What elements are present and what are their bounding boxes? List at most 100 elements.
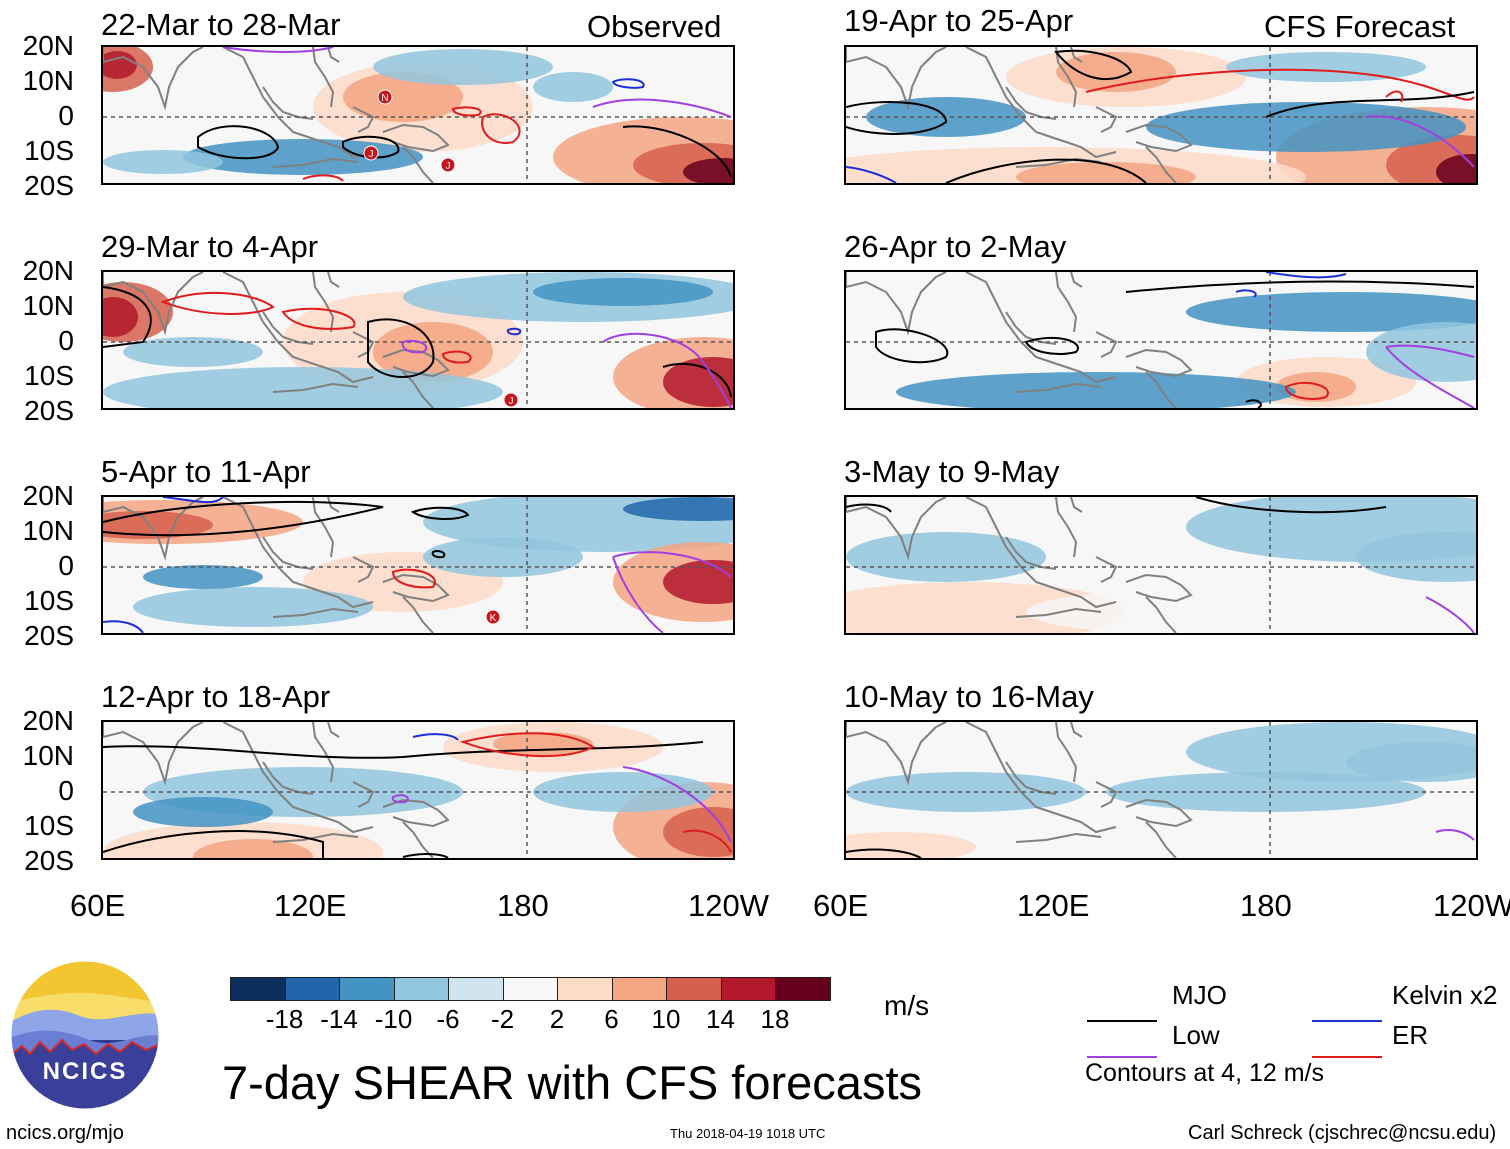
website-link[interactable]: ncics.org/mjo	[6, 1122, 124, 1144]
y-tick: 10N	[22, 515, 74, 546]
tropical-cyclone-icon: N	[377, 89, 393, 105]
colorbar-swatch	[230, 977, 286, 1001]
coastline	[327, 272, 340, 288]
shear-anomaly-region	[183, 139, 423, 175]
coastline	[965, 272, 1117, 384]
coastline	[1095, 106, 1118, 133]
cyclone-label: J	[509, 396, 514, 407]
shear-anomaly-region	[683, 158, 733, 183]
shear-anomaly-region	[663, 357, 733, 407]
x-tick: 60E	[813, 888, 869, 923]
coastline	[352, 556, 375, 583]
coastline	[1095, 781, 1118, 808]
coastline	[1125, 348, 1193, 378]
shear-anomaly-region	[133, 587, 373, 627]
coastline	[352, 781, 375, 808]
coastline	[1125, 573, 1193, 603]
coastline	[312, 722, 335, 783]
shear-anomaly-region	[343, 72, 463, 122]
coastline	[272, 607, 359, 618]
y-tick: 20N	[22, 255, 74, 286]
wave-contour	[612, 556, 664, 633]
shear-anomaly-region	[1436, 154, 1476, 183]
colorbar-units: m/s	[884, 990, 930, 1021]
map-panel	[844, 720, 1478, 860]
coastline	[846, 497, 947, 561]
x-tick: 120E	[274, 888, 347, 923]
coastline	[965, 47, 1117, 159]
wave-contour	[612, 551, 732, 578]
panel-title: 26-Apr to 2-May	[844, 229, 1067, 264]
coastline	[222, 497, 374, 609]
y-tick: 10S	[24, 585, 74, 616]
wave-contour	[1054, 49, 1133, 81]
legend-label-mjo: MJO	[1172, 980, 1227, 1010]
wave-contour	[302, 174, 344, 182]
coastline	[402, 146, 434, 183]
wave-contour	[160, 292, 275, 315]
x-tick: 120W	[1433, 888, 1510, 923]
shear-anomaly-region	[1226, 52, 1426, 82]
wave-contour	[281, 307, 356, 330]
wave-contour	[103, 501, 384, 537]
shear-anomaly-region	[133, 797, 273, 827]
colorbar-tick-label: -10	[374, 1004, 413, 1034]
coastline	[222, 47, 374, 159]
panel-title: 19-Apr to 25-Apr	[844, 3, 1074, 38]
wave-contour	[592, 98, 732, 118]
shear-anomaly-region	[1036, 277, 1316, 347]
x-tick: 120W	[688, 888, 769, 923]
coastline	[222, 722, 374, 834]
colorbar-swatch	[284, 977, 340, 1001]
legend-label-kelvin: Kelvin x2	[1392, 980, 1498, 1010]
coastline	[103, 722, 204, 786]
y-tick: 0	[58, 325, 74, 356]
wave-contour	[1125, 280, 1475, 293]
shear-anomaly-region	[1026, 587, 1466, 633]
coastline	[1125, 798, 1193, 828]
shear-anomaly-region	[103, 297, 138, 337]
wave-contour	[846, 848, 922, 858]
panel-title: 3-May to 9-May	[844, 454, 1060, 489]
y-tick: 10N	[22, 290, 74, 321]
coastline	[382, 573, 450, 603]
colorbar-tick-label: 18	[760, 1004, 790, 1034]
colorbar-tick-label: 10	[651, 1004, 681, 1034]
shear-anomaly-region	[846, 532, 1046, 582]
coastline	[327, 722, 340, 738]
wave-contour	[1385, 344, 1475, 358]
colorbar-swatch	[557, 977, 613, 1001]
wave-contour	[103, 286, 152, 348]
wave-contour	[222, 47, 334, 53]
legend-label-er: ER	[1392, 1020, 1429, 1050]
coastline	[1055, 722, 1078, 783]
tropical-cyclone-icon: K	[485, 609, 501, 625]
coastline	[846, 47, 947, 111]
coastline	[1055, 497, 1078, 558]
shear-anomaly-region	[846, 832, 976, 858]
shear-anomaly-region	[663, 807, 733, 857]
colorbar-tick-label: -2	[490, 1004, 515, 1034]
wave-contour	[945, 158, 1147, 183]
wave-contour	[1085, 68, 1475, 101]
wave-contour	[401, 340, 428, 354]
x-tick: 120E	[1017, 888, 1090, 923]
coastline	[1070, 272, 1083, 288]
shear-anomaly-region	[533, 278, 713, 306]
wave-contour	[506, 327, 522, 336]
observed-label: Observed	[587, 9, 722, 44]
cyclone-label: N	[381, 93, 388, 104]
wave-contour	[162, 497, 224, 504]
shear-anomaly-region	[1146, 102, 1466, 152]
wave-contour	[367, 318, 435, 378]
wave-contour	[1265, 272, 1347, 279]
y-tick: 20S	[24, 395, 74, 426]
wave-contour	[682, 829, 732, 853]
coastline	[1125, 123, 1193, 153]
coastline	[222, 272, 374, 384]
coastline	[103, 47, 204, 111]
shear-anomaly-region	[103, 511, 213, 539]
wave-contour	[846, 101, 948, 135]
wave-contour	[410, 506, 470, 520]
wave-contour	[451, 106, 482, 117]
